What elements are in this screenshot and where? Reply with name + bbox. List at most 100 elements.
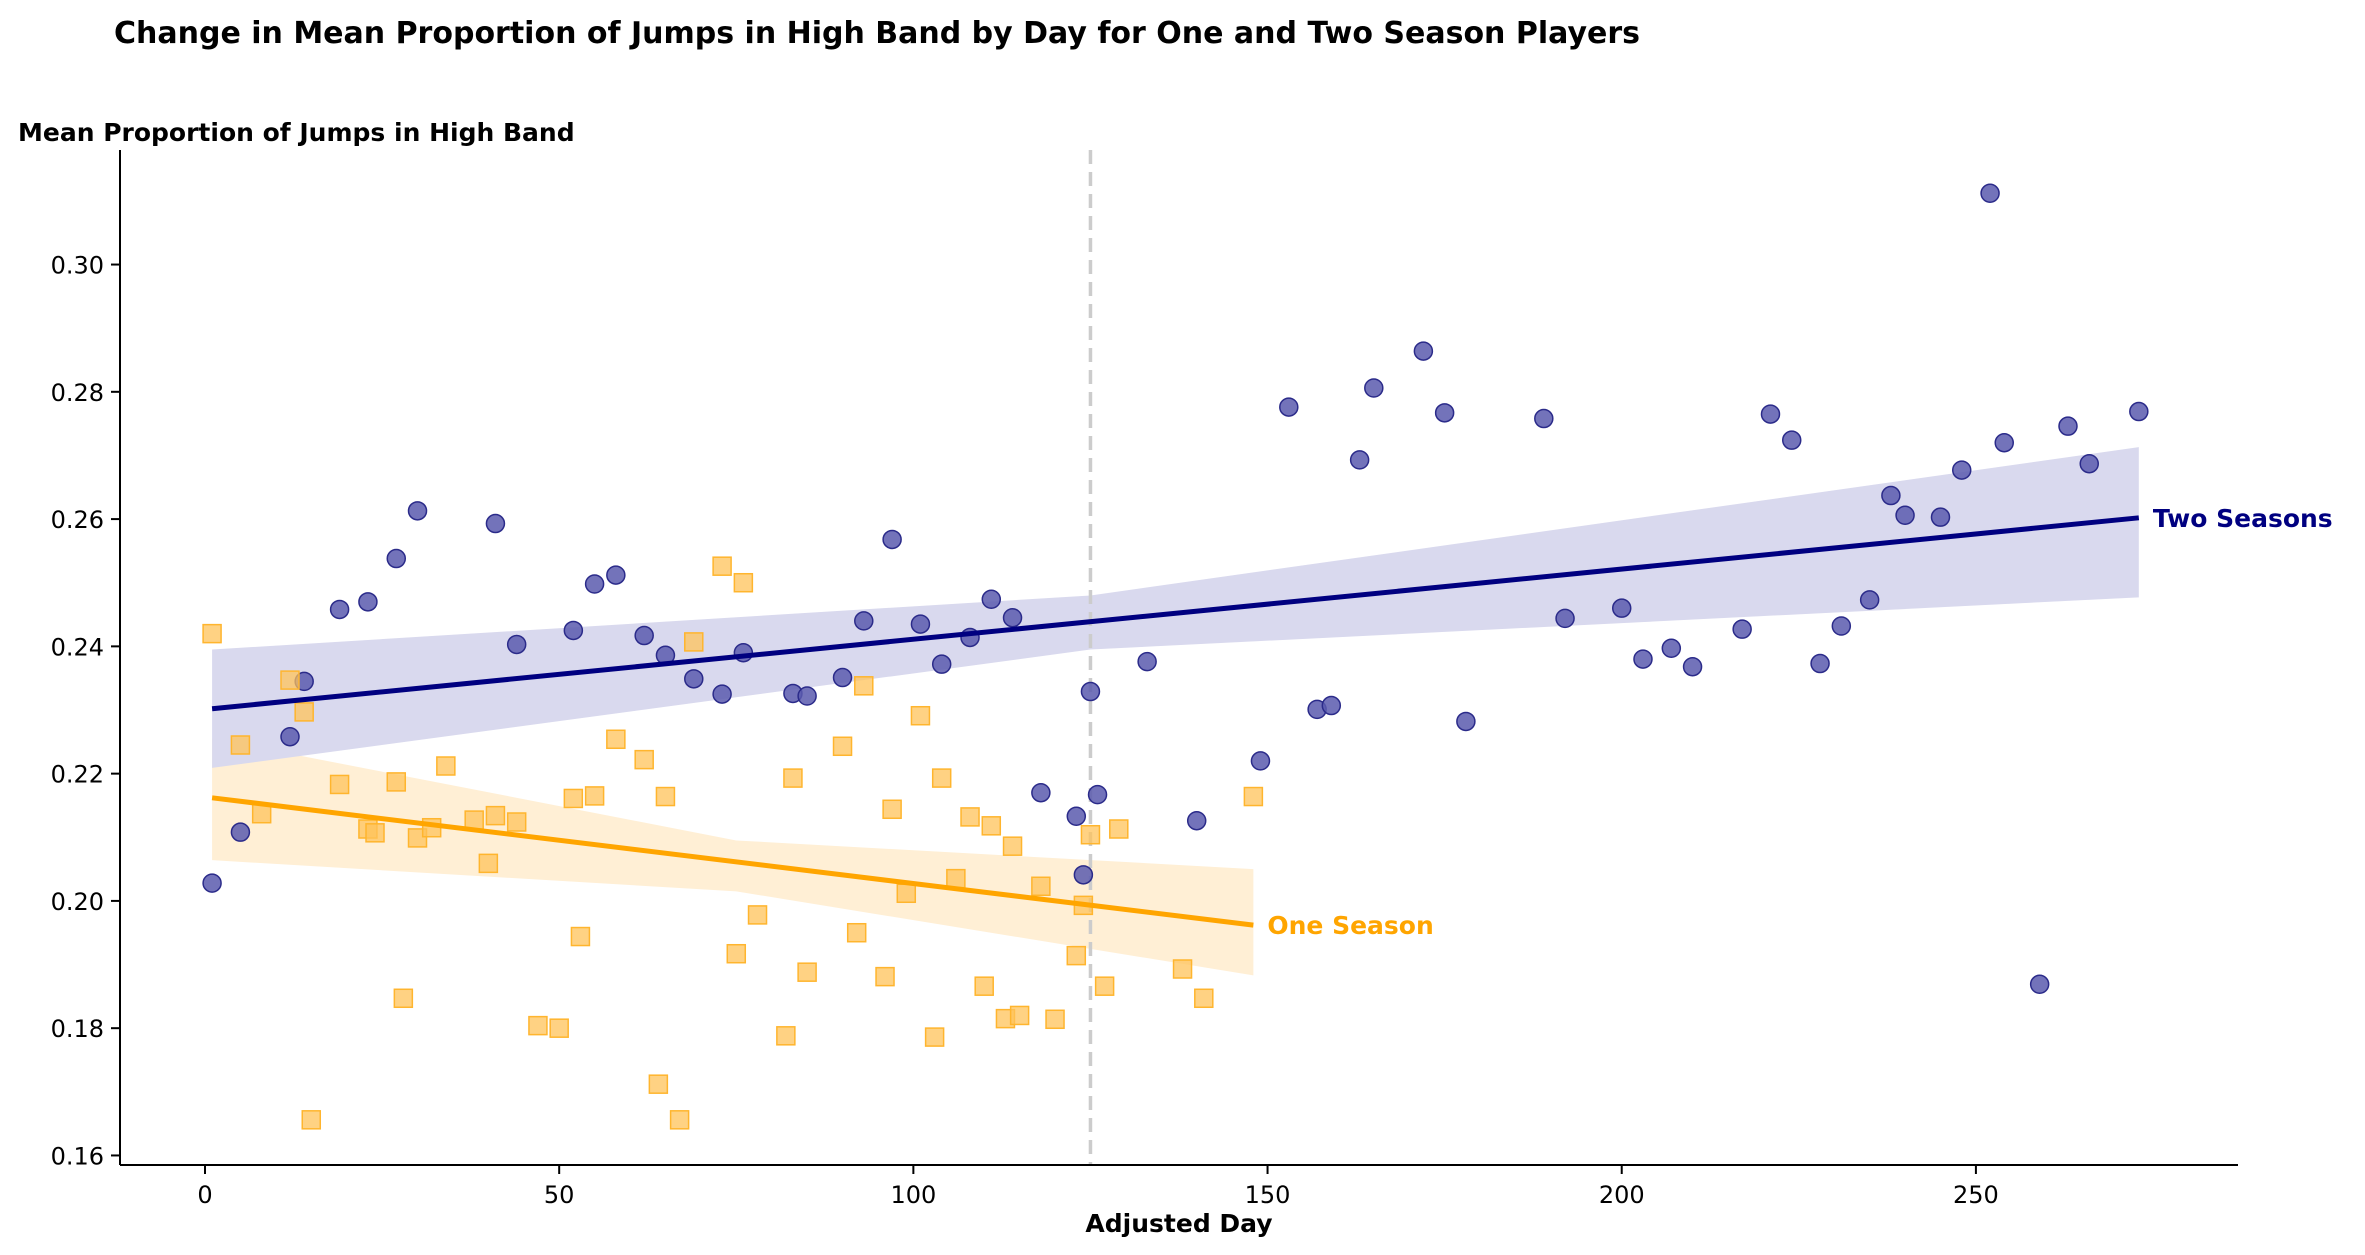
y-tick-label: 0.16 — [51, 1142, 104, 1170]
point-two-seasons — [1859, 590, 1880, 610]
y-tick-label: 0.18 — [51, 1015, 104, 1043]
point-one-season — [506, 812, 527, 832]
y-tick-label: 0.26 — [51, 506, 104, 534]
chart-title: Change in Mean Proportion of Jumps in Hi… — [114, 16, 1640, 51]
point-two-seasons — [712, 684, 732, 704]
point-one-season — [1009, 1005, 1030, 1026]
point-one-season — [648, 1074, 669, 1094]
point-two-seasons — [2079, 453, 2099, 474]
point-two-seasons — [563, 620, 584, 641]
point-one-season — [960, 807, 980, 827]
point-two-seasons — [981, 589, 1002, 610]
point-one-season — [1094, 976, 1115, 996]
x-tick-label: 150 — [1245, 1181, 1291, 1209]
point-one-season — [301, 1110, 322, 1130]
point-two-seasons — [1534, 408, 1554, 429]
point-one-season — [896, 883, 917, 904]
point-one-season — [882, 799, 902, 820]
y-axis-label: Mean Proportion of Jumps in High Band — [18, 118, 575, 147]
point-two-seasons — [1951, 460, 1972, 480]
regression-lines — [211, 515, 2140, 928]
point-one-season — [570, 926, 591, 947]
point-one-season — [924, 1027, 945, 1047]
point-two-seasons — [1413, 341, 1434, 361]
point-two-seasons — [1661, 638, 1682, 659]
x-tick-label: 100 — [890, 1181, 936, 1209]
point-one-season — [797, 962, 817, 982]
point-one-season — [946, 868, 966, 889]
point-one-season — [1172, 959, 1193, 979]
point-one-season — [1080, 824, 1101, 845]
scatter-points — [202, 183, 2149, 1130]
point-two-seasons — [1682, 656, 1703, 677]
point-two-seasons — [2129, 401, 2149, 422]
point-one-season — [606, 729, 626, 750]
point-two-seasons — [797, 686, 817, 706]
point-two-seasons — [882, 529, 902, 550]
point-two-seasons — [1555, 608, 1575, 629]
point-one-season — [1031, 876, 1051, 897]
point-two-seasons — [1732, 619, 1752, 639]
point-one-season — [549, 1018, 569, 1038]
point-two-seasons — [1137, 651, 1157, 672]
point-two-seasons — [931, 654, 952, 674]
point-one-season — [733, 572, 754, 593]
point-two-seasons — [1002, 607, 1023, 628]
point-two-seasons — [1031, 782, 1051, 803]
point-one-season — [365, 823, 385, 843]
x-tick-label: 250 — [1953, 1181, 1999, 1209]
point-two-seasons — [1831, 616, 1852, 636]
y-tick-label: 0.28 — [51, 379, 104, 407]
point-one-season — [386, 772, 407, 792]
point-two-seasons — [1080, 681, 1101, 702]
point-one-season — [1194, 988, 1214, 1009]
point-one-season — [294, 702, 314, 722]
point-one-season — [329, 774, 350, 795]
point-two-seasons — [606, 565, 626, 585]
x-axis-label: Adjusted Day — [1085, 1209, 1272, 1238]
point-one-season — [478, 853, 499, 874]
two-seasons-fit-line — [211, 515, 2140, 712]
axes — [119, 150, 2238, 1166]
point-two-seasons — [1434, 403, 1455, 423]
point-one-season — [563, 788, 584, 809]
point-one-season — [634, 749, 654, 770]
point-two-seasons — [329, 599, 350, 620]
point-two-seasons — [407, 501, 428, 521]
point-one-season — [712, 556, 732, 576]
point-two-seasons — [506, 634, 527, 655]
x-tick-label: 0 — [197, 1181, 212, 1209]
point-two-seasons — [485, 513, 506, 534]
point-one-season — [846, 922, 867, 943]
point-one-season — [202, 623, 222, 644]
point-one-season — [1243, 786, 1264, 807]
point-two-seasons — [1250, 751, 1271, 771]
point-one-season — [669, 1110, 690, 1130]
y-tick-label: 0.22 — [51, 761, 104, 789]
point-one-season — [464, 810, 484, 830]
y-tick-label: 0.24 — [51, 633, 104, 661]
x-tick-label: 200 — [1599, 1181, 1645, 1209]
point-two-seasons — [1895, 505, 1915, 526]
point-one-season — [832, 736, 853, 757]
point-one-season — [393, 988, 414, 1009]
y-tick-label: 0.20 — [51, 888, 104, 916]
point-two-seasons — [280, 726, 300, 747]
point-two-seasons — [1456, 711, 1476, 732]
point-two-seasons — [1087, 784, 1108, 805]
point-one-season — [584, 786, 605, 806]
point-two-seasons — [1633, 649, 1653, 669]
point-two-seasons — [230, 822, 251, 842]
point-one-season — [1109, 819, 1129, 839]
point-one-season — [981, 816, 1002, 836]
point-one-season — [1066, 945, 1087, 966]
one-season-fit-line — [211, 795, 1254, 928]
point-two-seasons — [1186, 810, 1207, 831]
point-two-seasons — [1364, 378, 1384, 398]
point-one-season — [854, 676, 874, 696]
point-one-season — [910, 705, 931, 726]
point-one-season — [783, 768, 803, 788]
two-seasons-confidence-band — [212, 447, 2139, 768]
point-one-season — [776, 1026, 796, 1046]
